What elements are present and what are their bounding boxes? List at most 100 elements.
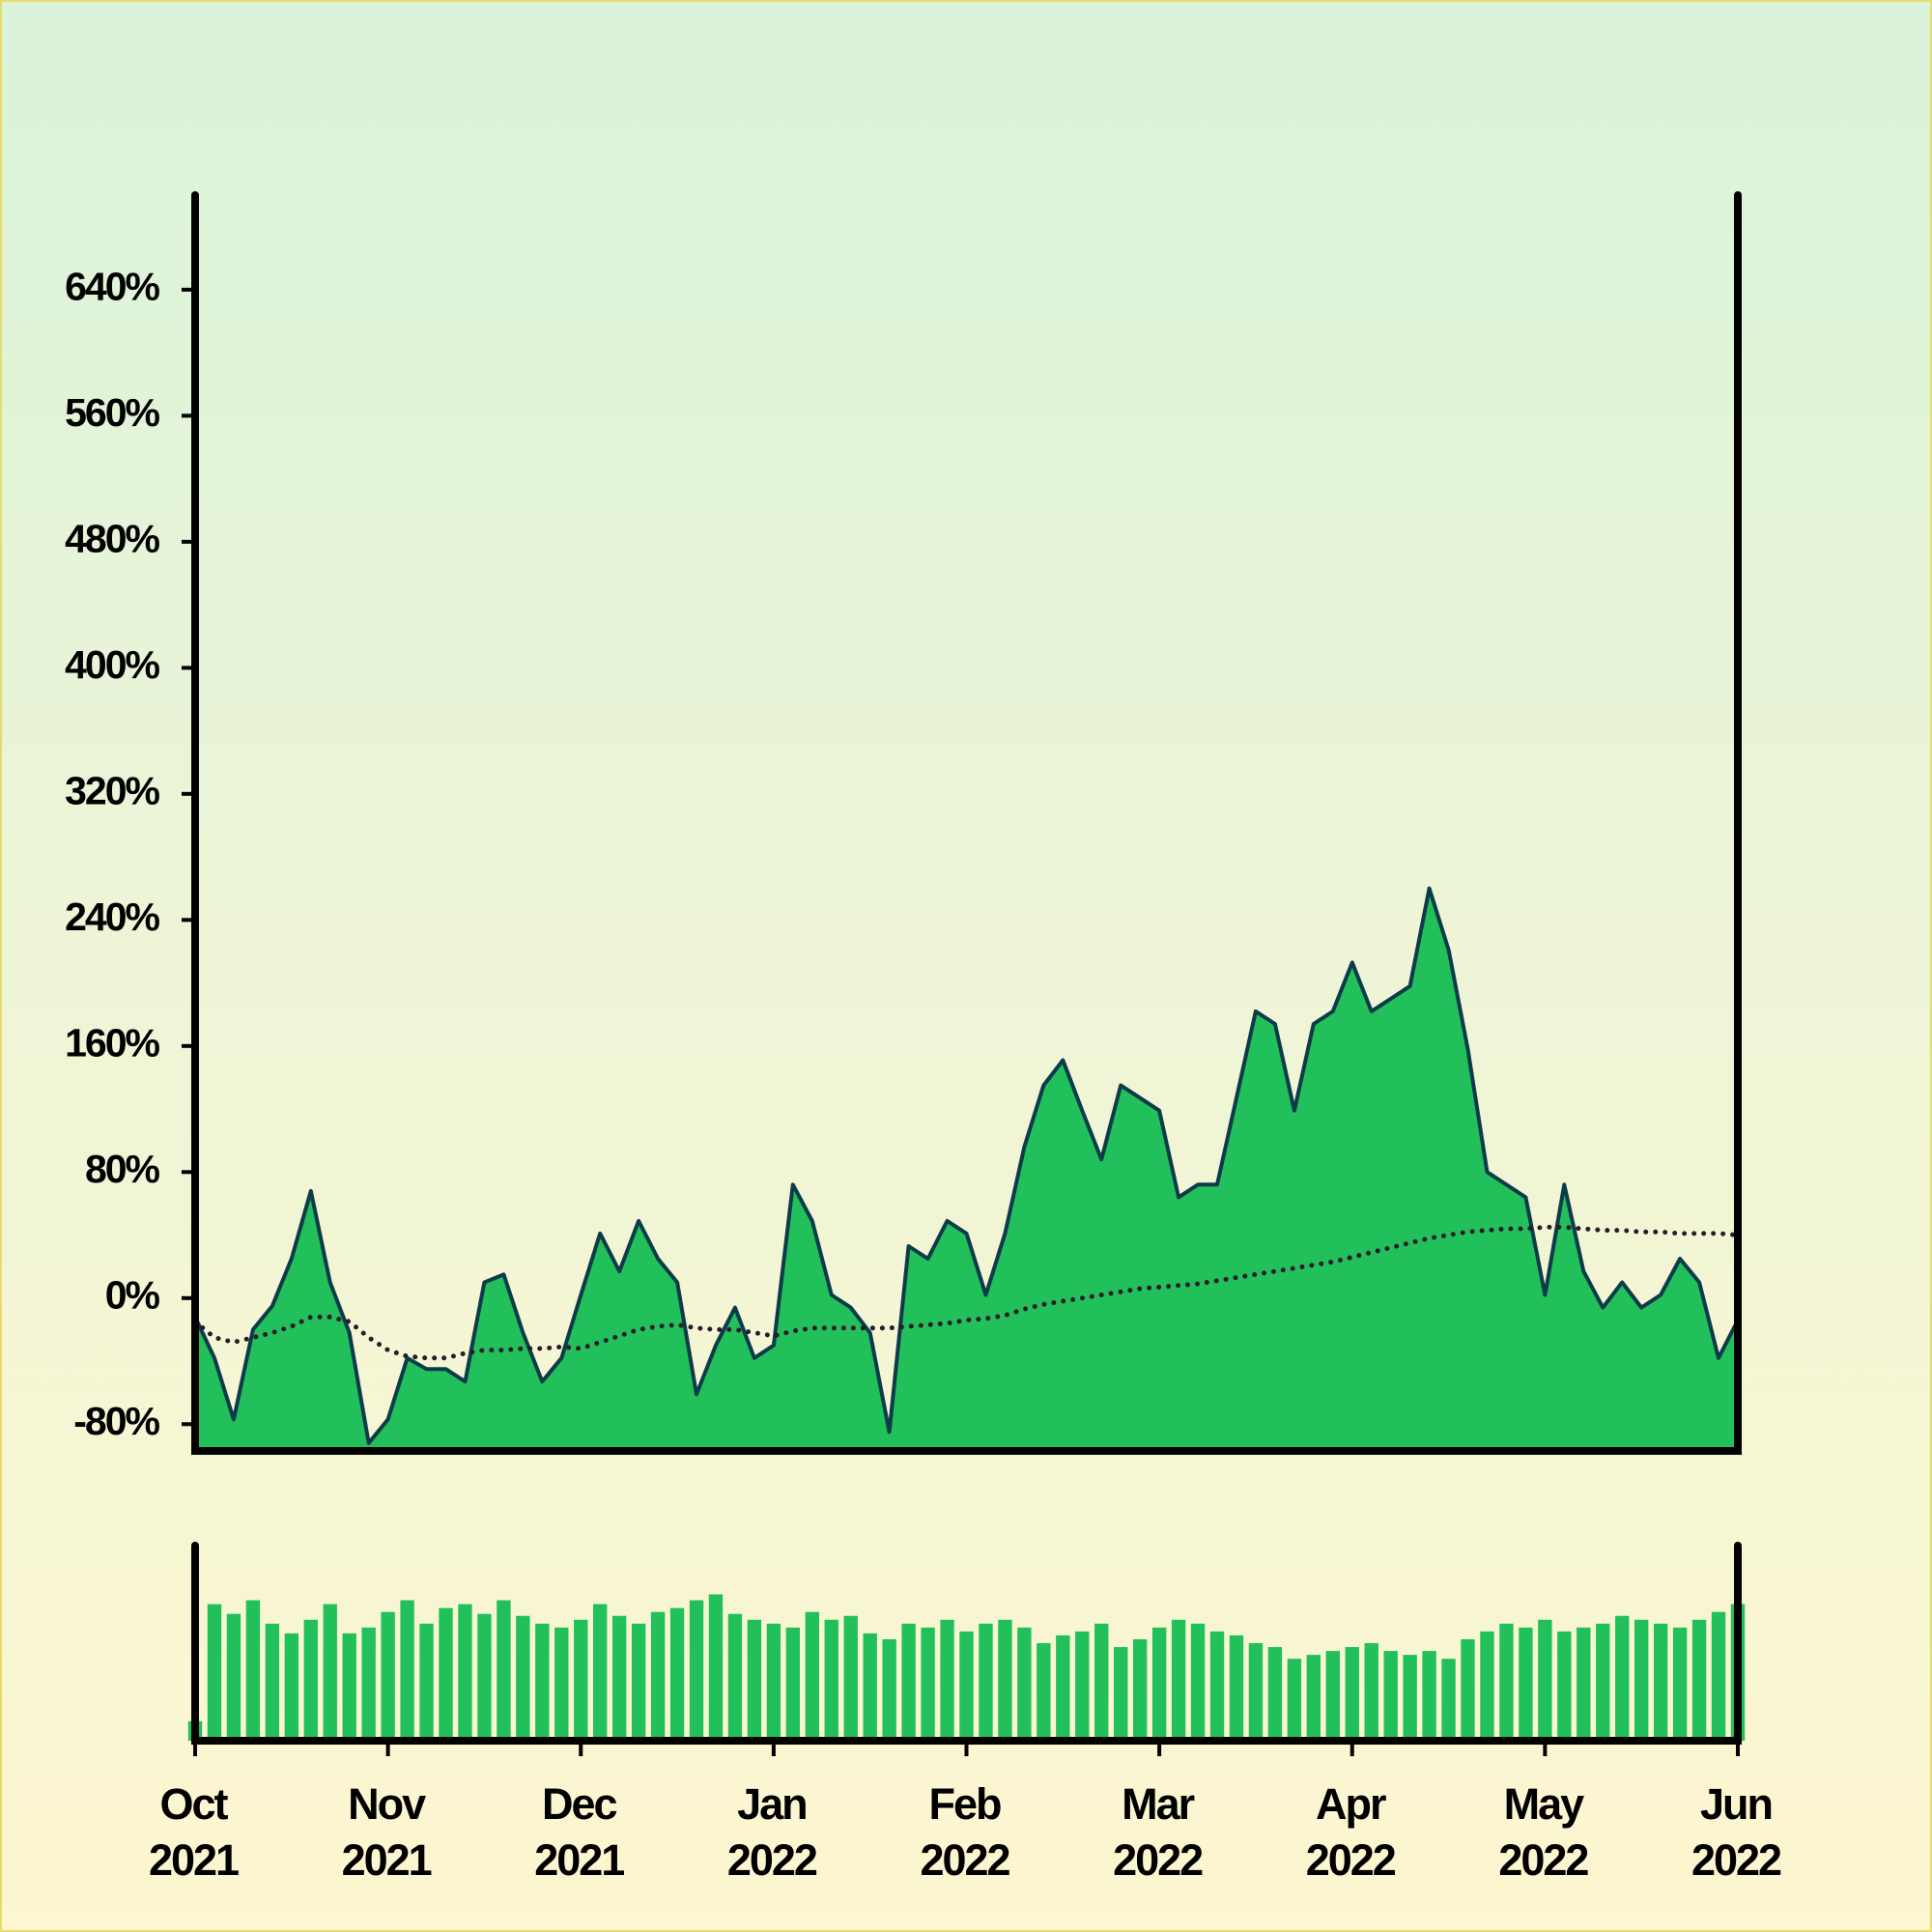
volume-bar	[1325, 1651, 1340, 1741]
volume-bar	[1653, 1623, 1668, 1741]
volume-bar	[1480, 1631, 1494, 1741]
volume-bar	[1287, 1659, 1302, 1741]
volume-bar	[1577, 1627, 1591, 1741]
volume-bar	[1615, 1615, 1630, 1741]
volume-bar	[1691, 1619, 1707, 1741]
volume-bar	[1519, 1627, 1533, 1741]
volume-bar	[1345, 1647, 1359, 1741]
x-tick-label: May 2022	[1498, 1779, 1589, 1885]
x-tick-label: Feb 2022	[920, 1779, 1010, 1885]
volume-bar	[1422, 1651, 1436, 1741]
volume-bar	[535, 1623, 550, 1741]
volume-bar	[284, 1633, 298, 1741]
x-tick-label: Jun 2022	[1690, 1779, 1782, 1885]
volume-bar	[554, 1627, 569, 1741]
volume-bar	[1017, 1627, 1032, 1741]
volume-bar	[342, 1633, 356, 1741]
x-tick-label: Nov 2021	[341, 1779, 433, 1885]
volume-bar	[785, 1627, 801, 1741]
volume-bar	[1461, 1638, 1475, 1741]
y-tick-label: 640%	[65, 265, 159, 309]
x-tick-label: Apr 2022	[1305, 1779, 1397, 1885]
volume-bar	[497, 1600, 511, 1741]
moving-average-line	[192, 1224, 1741, 1361]
x-tick-label: Dec 2021	[534, 1779, 625, 1885]
volume-bar	[245, 1600, 261, 1741]
volume-bar	[361, 1627, 376, 1741]
volume-bar	[1190, 1623, 1206, 1741]
volume-bar	[940, 1619, 954, 1741]
volume-bar	[439, 1607, 453, 1741]
y-tick-label: 400%	[65, 642, 159, 687]
volume-bar	[593, 1604, 608, 1741]
volume-bar	[1267, 1647, 1283, 1741]
volume-bar	[1557, 1631, 1572, 1741]
volume-bar	[921, 1627, 935, 1741]
y-tick-label: 320%	[65, 769, 159, 813]
volume-bar	[516, 1615, 530, 1741]
y-tick-label: 0%	[105, 1273, 160, 1318]
volume-bar	[1132, 1638, 1148, 1741]
volume-bar	[1209, 1631, 1225, 1741]
volume-bar	[998, 1619, 1012, 1741]
volume-bar	[824, 1619, 838, 1741]
x-tick-label: Oct 2021	[148, 1779, 240, 1885]
volume-bar	[727, 1613, 743, 1741]
volume-bar	[843, 1615, 858, 1741]
volume-bar	[265, 1623, 280, 1741]
volume-bar	[458, 1604, 472, 1741]
volume-bar	[1229, 1634, 1244, 1741]
y-tick-label: 160%	[65, 1021, 159, 1065]
volume-bar	[1151, 1627, 1167, 1741]
volume-bar	[747, 1619, 762, 1741]
volume-bar	[1441, 1659, 1456, 1741]
volume-bar	[689, 1600, 704, 1741]
volume-bar	[1364, 1643, 1378, 1741]
y-tick-label: 560%	[65, 390, 159, 435]
volume-bar	[574, 1619, 588, 1741]
volume-bar	[1306, 1655, 1321, 1741]
y-tick-label: -80%	[73, 1399, 159, 1443]
volume-bar	[1672, 1627, 1688, 1741]
volume-bar	[631, 1623, 646, 1741]
volume-bar	[1094, 1623, 1109, 1741]
volume-bar	[1075, 1631, 1090, 1741]
volume-bar	[1596, 1623, 1610, 1741]
y-tick-label: 480%	[65, 517, 159, 561]
x-tick-label: Jan 2022	[726, 1779, 818, 1885]
volume-bar	[323, 1604, 337, 1741]
main-axes	[191, 191, 1742, 1455]
volume-bar	[207, 1604, 222, 1741]
area-line	[193, 886, 1740, 1445]
volume-bar	[669, 1607, 685, 1741]
volume-bar	[381, 1611, 395, 1741]
volume-bar	[1171, 1619, 1186, 1741]
volume-bar	[650, 1611, 666, 1741]
volume-bar	[611, 1615, 627, 1741]
volume-bar	[1499, 1623, 1514, 1741]
volume-bar	[863, 1633, 877, 1741]
volume-bar	[901, 1623, 916, 1741]
volume-bar	[979, 1623, 993, 1741]
volume-bar	[1248, 1643, 1264, 1741]
volume-bar	[226, 1613, 242, 1741]
x-tick-label: Mar 2022	[1113, 1779, 1204, 1885]
volume-bar	[805, 1611, 819, 1741]
y-tick-label: 240%	[65, 895, 159, 939]
area-fill	[195, 888, 1738, 1451]
volume-bar	[1403, 1655, 1417, 1741]
volume-bar	[1383, 1651, 1398, 1741]
volume-bar	[1056, 1634, 1070, 1741]
volume-bar	[708, 1594, 724, 1741]
volume-bar	[1037, 1643, 1051, 1741]
volume-bar	[1634, 1619, 1649, 1741]
volume-bar	[1538, 1619, 1552, 1741]
volume-bar	[1711, 1611, 1726, 1741]
volume-bar	[1114, 1647, 1128, 1741]
volume-bar	[400, 1600, 414, 1741]
volume-bar	[959, 1631, 974, 1741]
volume-bar	[303, 1619, 318, 1741]
volume-bar	[882, 1638, 896, 1741]
